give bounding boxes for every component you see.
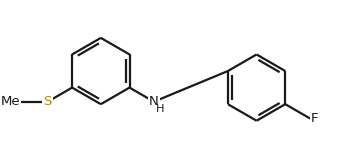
Text: Me: Me [0, 95, 20, 108]
Text: F: F [311, 112, 318, 125]
Text: N: N [149, 95, 159, 108]
Text: S: S [43, 95, 52, 108]
Text: H: H [156, 104, 164, 114]
